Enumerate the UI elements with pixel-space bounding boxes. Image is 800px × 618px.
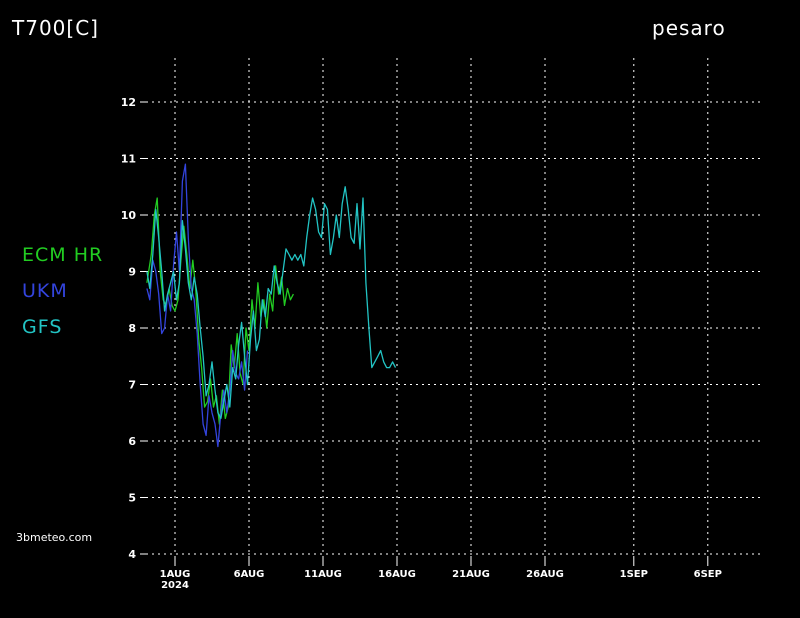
x-tick-label-6: 1SEP bbox=[620, 569, 648, 580]
y-tick-label-4: 4 bbox=[128, 548, 136, 561]
y-tick-label-6: 6 bbox=[128, 435, 136, 448]
y-tick-label-10: 10 bbox=[121, 209, 137, 222]
x-tick-label-3: 16AUG bbox=[378, 569, 416, 580]
y-tick-label-7: 7 bbox=[128, 379, 136, 392]
y-tick-label-12: 12 bbox=[121, 96, 136, 109]
location-label: pesaro bbox=[652, 16, 726, 40]
series-lines bbox=[146, 163, 397, 448]
x-tick-label-4: 21AUG bbox=[452, 569, 490, 580]
series-line-ukm bbox=[146, 163, 249, 448]
x-tick-sublabel-0: 2024 bbox=[161, 580, 189, 591]
y-tick-label-8: 8 bbox=[128, 322, 136, 335]
y-tick-label-11: 11 bbox=[121, 153, 136, 166]
x-tick-label-2: 11AUG bbox=[304, 569, 342, 580]
chart-title: T700[C] bbox=[12, 16, 99, 40]
legend-ecm-hr: ECM HR bbox=[22, 244, 104, 266]
x-tick-label-0: 1AUG bbox=[160, 569, 191, 580]
legend-ukm: UKM bbox=[22, 280, 68, 302]
series-line-ecm-hr bbox=[146, 197, 294, 425]
series-line-gfs bbox=[146, 186, 397, 420]
x-tick-label-7: 6SEP bbox=[694, 569, 722, 580]
legend-gfs: GFS bbox=[22, 316, 63, 338]
x-tick-label-1: 6AUG bbox=[234, 569, 265, 580]
x-tick-label-5: 26AUG bbox=[526, 569, 564, 580]
grid-lines bbox=[146, 58, 762, 560]
y-tick-label-5: 5 bbox=[128, 492, 136, 505]
y-tick-label-9: 9 bbox=[128, 266, 136, 279]
y-axis: 4 5 6 7 8 9 10 11 12 bbox=[121, 96, 146, 561]
credit-text: 3bmeteo.com bbox=[16, 531, 93, 544]
